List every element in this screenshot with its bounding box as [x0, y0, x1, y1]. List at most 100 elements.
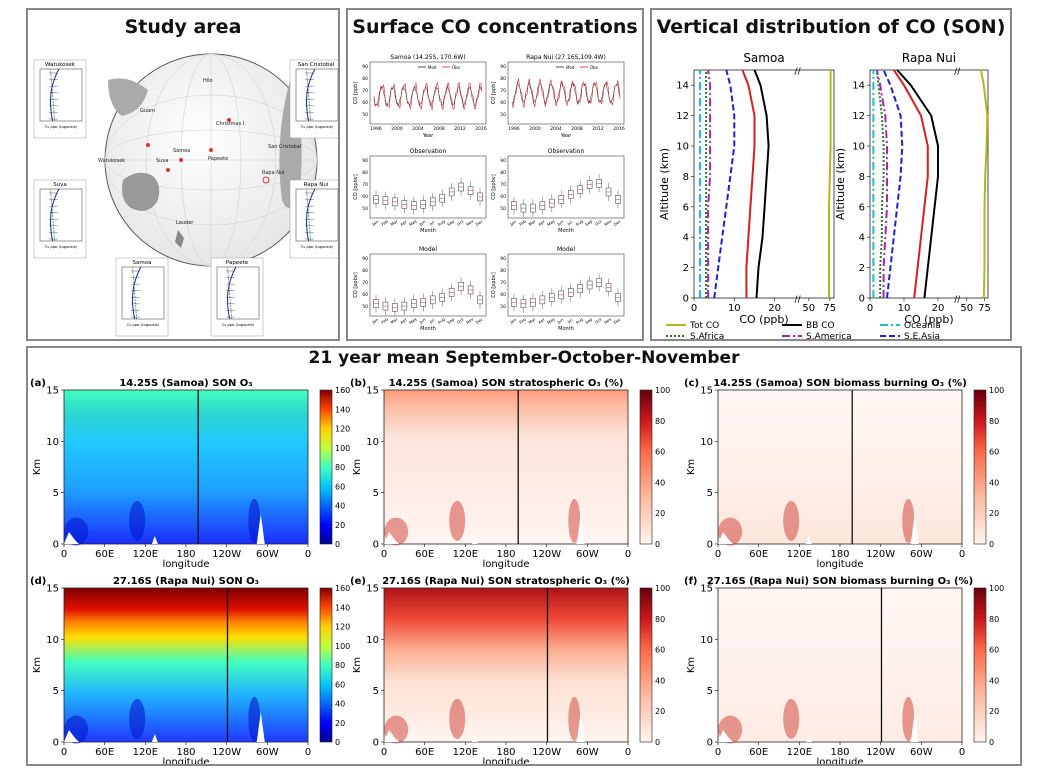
plume-america: [248, 498, 261, 543]
site-profile-axes: [216, 266, 260, 320]
colorbar-tick: 40: [335, 700, 345, 709]
svg-text:Papeete: Papeete: [208, 156, 228, 162]
map-ytick: 15: [366, 584, 379, 595]
vertical-xtick: 50: [960, 303, 973, 314]
colorbar-tick: 80: [655, 417, 665, 426]
map-panel-title: 14.25S (Samoa) SON O₃: [119, 378, 252, 389]
vertical-axes: [693, 69, 835, 299]
svg-text:Lauder: Lauder: [176, 220, 194, 226]
ts-xtick: 2016: [613, 126, 625, 132]
map-xtick: 60W: [910, 549, 933, 560]
profile-line-s-africa: [875, 69, 885, 298]
cross-section-field: [717, 389, 963, 545]
vertical-ytick: 4: [683, 233, 689, 244]
svg-text:Christmas I.: Christmas I.: [216, 121, 246, 127]
map-xtick: 120W: [866, 747, 895, 758]
legend-label: Oceania: [904, 321, 941, 331]
map-xtick: 60E: [95, 549, 114, 560]
box-month-tick: Apr: [399, 219, 408, 227]
surface-co-figure: Samoa (14.25S, 170.6W) 90 80 70 60 50 1996 2000…: [353, 54, 625, 332]
map-ytick: 10: [46, 437, 59, 448]
legend-label: S.Africa: [690, 332, 724, 340]
vertical-xlabel: CO (ppb): [904, 313, 953, 326]
site-profile-axes: [295, 68, 338, 122]
site-profile-frame: [115, 257, 169, 337]
box-ylabel: CO [ppbv]: [491, 272, 497, 297]
map-xtick: 120E: [453, 747, 478, 758]
box-month-tick: May: [408, 316, 418, 325]
ts-legend-mod: Mod: [428, 65, 437, 70]
cross-section-title: 21 year mean September-October-November: [308, 348, 740, 368]
box-month-tick: Jul: [566, 317, 574, 324]
map-ytick: 5: [373, 686, 379, 697]
vertical-xtick: 10: [898, 303, 911, 314]
map-xtick: 60W: [576, 549, 599, 560]
vertical-ytick: 6: [859, 202, 865, 213]
box-month-tick: Sep: [446, 316, 455, 325]
colorbar: [639, 587, 653, 743]
box-month-tick: Nov: [603, 316, 613, 325]
colorbar-tick: 80: [335, 661, 345, 670]
colorbar-tick: 160: [335, 386, 350, 395]
map-ytick: 0: [53, 738, 59, 749]
ts-xtick: 1996: [370, 126, 382, 132]
site-profile-obs: [306, 68, 312, 122]
box-month-tick: Dec: [613, 317, 622, 326]
axis-break-mark: //: [795, 67, 802, 77]
vertical-xtick: 20: [768, 303, 781, 314]
vertical-ytick: 8: [859, 172, 865, 183]
terrain-mask: [256, 712, 265, 742]
map-ytick: 15: [46, 584, 59, 595]
map-ylabel: Km: [686, 657, 697, 673]
ts-axes: [507, 61, 625, 125]
site-profile-title: San Cristobal: [298, 62, 335, 68]
map-xlabel: longitude: [816, 559, 863, 570]
site-profile-xlabel: O₃ ppb (logscale): [127, 322, 160, 327]
box-month-tick: Jul: [566, 219, 574, 226]
colorbar-tick: 60: [989, 448, 999, 457]
map-xtick: 60W: [256, 549, 279, 560]
terrain-mask: [718, 532, 733, 544]
colorbar: [973, 587, 987, 743]
vertical-ytick: 4: [859, 233, 865, 244]
vertical-xtick: 20: [932, 303, 945, 314]
colorbar-tick: 40: [989, 676, 999, 685]
box-xlabel: Month: [420, 326, 436, 332]
box-title: Observation: [548, 148, 585, 155]
map-ylabel: Km: [352, 459, 363, 475]
site-profile-axes: [39, 68, 83, 122]
map-xtick: 120W: [532, 549, 561, 560]
colorbar-tick: 120: [335, 623, 350, 632]
colorbar: [639, 389, 653, 545]
legend-label: Tot CO: [689, 321, 719, 331]
vertical-xtick: 75: [978, 303, 991, 314]
cross-section-field: [717, 587, 963, 743]
box-xlabel: Month: [558, 326, 574, 332]
box-ytick: 60: [362, 194, 368, 200]
site-profile-axes: [39, 188, 83, 242]
profile-line-s-america: [875, 69, 888, 298]
map-xtick: 60W: [256, 747, 279, 758]
map-xtick: 60W: [910, 747, 933, 758]
map-xtick: 0: [959, 747, 965, 758]
map-xlabel: longitude: [482, 757, 529, 764]
map-ytick: 15: [700, 584, 713, 595]
vertical-ytick: 14: [852, 81, 865, 92]
map-xtick: 0: [625, 549, 631, 560]
box-ytick: 60: [362, 292, 368, 298]
cross-section-field: [383, 389, 629, 545]
ts-ytick: 70: [362, 88, 368, 94]
map-ytick: 0: [373, 540, 379, 551]
box-axes: [369, 155, 487, 219]
box-month-tick: Apr: [537, 219, 546, 227]
colorbar-tick: 60: [655, 448, 665, 457]
terrain-mask: [151, 734, 158, 742]
map-ytick: 5: [53, 488, 59, 499]
profile-line-tot-co: [828, 70, 832, 298]
colorbar-tick: 0: [655, 738, 660, 747]
map-xtick: 0: [625, 747, 631, 758]
ts-xlabel: Year: [560, 133, 573, 139]
map-xlabel: longitude: [162, 757, 209, 764]
map-panel-title: 27.16S (Rapa Nui) SON stratospheric O₃ (…: [382, 576, 630, 587]
svg-text:San Cristobal: San Cristobal: [268, 144, 301, 150]
